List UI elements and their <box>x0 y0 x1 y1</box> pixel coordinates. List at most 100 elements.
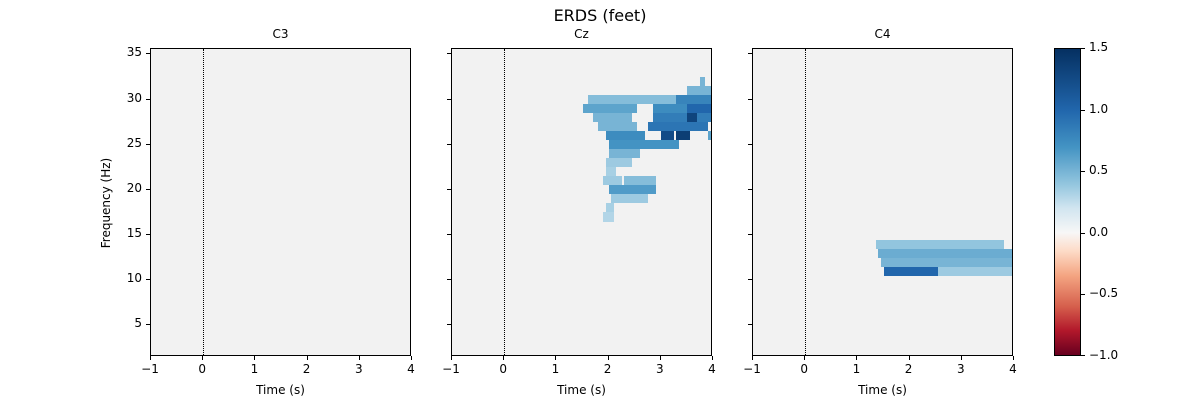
x-tick <box>607 356 609 360</box>
y-tick <box>447 324 451 326</box>
heatmap-cell <box>652 113 711 123</box>
x-tick-label: 2 <box>603 362 612 376</box>
y-tick <box>748 53 752 55</box>
x-tick-label: 0 <box>800 362 808 376</box>
heatmap-cell <box>883 266 939 276</box>
colorbar-tick <box>1081 355 1085 356</box>
panel-title-cz: Cz <box>574 27 589 41</box>
x-tick-label: 2 <box>904 362 913 376</box>
y-tick <box>447 98 451 100</box>
colorbar-tick <box>1081 171 1085 173</box>
colorbar-tick <box>1081 48 1085 49</box>
heatmap-axes-c4 <box>752 48 1013 356</box>
heatmap-cell <box>605 203 614 213</box>
y-tick-label: 35 <box>126 45 142 60</box>
x-tick <box>659 356 661 360</box>
x-tick-label: 1 <box>250 362 259 376</box>
heatmap-cell <box>676 131 690 141</box>
y-tick <box>748 98 752 100</box>
heatmap-cell <box>605 158 633 168</box>
y-tick <box>447 143 451 145</box>
heatmap-cell <box>676 95 711 105</box>
heatmap-cell <box>592 113 633 123</box>
y-tick <box>146 98 150 100</box>
y-tick <box>146 188 150 190</box>
x-tick-label: −1 <box>743 362 761 376</box>
colorbar-tick <box>1081 232 1085 234</box>
x-tick <box>254 356 256 360</box>
heatmap-cell <box>699 77 706 87</box>
colorbar-tick-label: −1.0 <box>1089 348 1119 362</box>
y-tick <box>748 279 752 281</box>
colorbar-tick-label: 1.0 <box>1089 101 1109 116</box>
y-tick <box>146 53 150 55</box>
x-tick <box>150 356 151 360</box>
colorbar-tick-label: 0.0 <box>1089 224 1109 239</box>
x-tick <box>306 356 308 360</box>
x-tick-label: 1 <box>551 362 560 376</box>
heatmap-cell <box>652 104 711 114</box>
heatmap-cell <box>624 176 656 186</box>
heatmap-cell <box>707 131 711 141</box>
x-tick <box>960 356 962 360</box>
heatmap-cell <box>605 131 646 141</box>
x-tick <box>856 356 858 360</box>
heatmap-axes-cz <box>451 48 712 356</box>
y-tick-label: 30 <box>126 90 142 105</box>
heatmap-cell <box>938 266 1012 276</box>
heatmap-cell <box>603 176 622 186</box>
y-tick <box>146 234 150 236</box>
heatmap-cell <box>686 104 711 114</box>
x-tick-label: −1 <box>141 362 159 376</box>
heatmap-cell <box>605 167 617 177</box>
heatmap-cell <box>686 113 698 123</box>
x-tick <box>411 356 412 360</box>
x-tick-label: 0 <box>198 362 206 376</box>
x-tick <box>712 356 713 360</box>
x-tick-label: 2 <box>302 362 311 376</box>
heatmap-cell <box>875 239 1004 249</box>
x-tick <box>555 356 557 360</box>
heatmap-cell <box>587 95 711 105</box>
heatmap-cell <box>611 194 648 204</box>
y-tick <box>447 188 451 190</box>
x-tick <box>358 356 360 360</box>
x-tick <box>908 356 910 360</box>
x-tick <box>1013 356 1014 360</box>
y-axis-title: Frequency (Hz) <box>99 157 113 249</box>
x-tick-label: 4 <box>1009 362 1017 376</box>
colorbar-tick <box>1081 294 1085 296</box>
y-tick <box>146 143 150 145</box>
x-tick <box>451 356 452 360</box>
x-tick-label: 3 <box>354 362 363 376</box>
x-tick <box>202 356 204 360</box>
y-tick <box>748 234 752 236</box>
heatmap-cell <box>686 86 711 96</box>
heatmap-cell <box>608 140 680 150</box>
y-tick <box>447 53 451 55</box>
figure-title: ERDS (feet) <box>553 6 647 25</box>
colorbar-tick-label: 1.5 <box>1089 40 1109 54</box>
heatmap-cell <box>647 122 708 132</box>
x-tick <box>752 356 753 360</box>
x-tick <box>804 356 806 360</box>
x-axis-title: Time (s) <box>557 383 606 397</box>
colorbar-tick <box>1081 109 1085 111</box>
heatmap-cell <box>598 122 638 132</box>
x-tick-label: 1 <box>852 362 861 376</box>
y-tick <box>748 324 752 326</box>
heatmap-cell <box>608 185 656 195</box>
x-tick-label: 3 <box>956 362 965 376</box>
heatmap-cell <box>608 149 640 159</box>
y-tick <box>748 143 752 145</box>
event-onset-line <box>504 49 506 355</box>
y-tick <box>146 279 150 281</box>
x-tick <box>503 356 505 360</box>
y-tick-label: 25 <box>126 135 142 150</box>
heatmap-cell <box>660 131 674 141</box>
y-tick-label: 5 <box>134 316 142 331</box>
x-tick-label: 4 <box>407 362 415 376</box>
panel-title-c3: C3 <box>272 27 289 41</box>
x-axis-title: Time (s) <box>256 383 305 397</box>
y-tick-label: 15 <box>126 226 142 241</box>
